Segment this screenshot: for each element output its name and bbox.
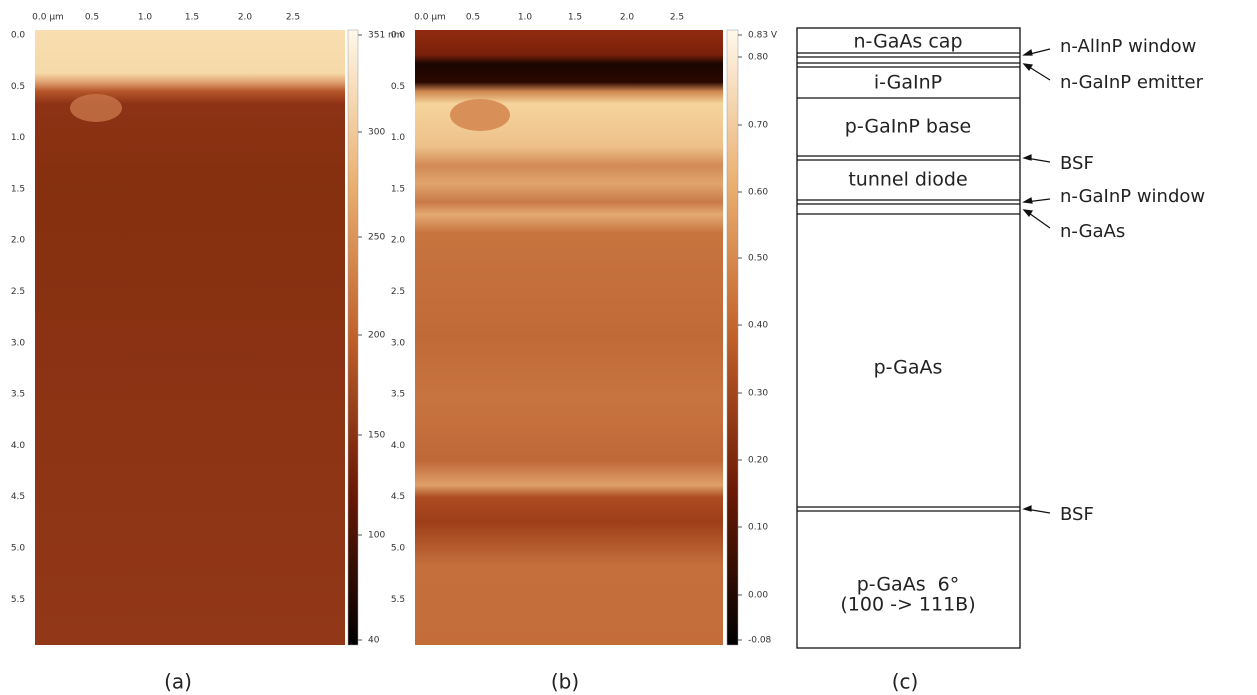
colorbar-label: 0.80 (748, 53, 768, 63)
y-tick-label: 4.5 (11, 492, 25, 502)
arrows (1022, 48, 1051, 514)
potential-map (415, 30, 723, 645)
layer-annotation: BSF (1060, 153, 1094, 174)
colorbar-label: 0.00 (748, 591, 768, 601)
colorbar-label: 250 (368, 233, 385, 243)
colorbar-label: 0.83 V (748, 31, 778, 41)
y-tick-label: 3.0 (11, 338, 26, 348)
y-tick-label: 0.5 (391, 82, 405, 92)
x-tick-label: 1.0 (138, 13, 153, 23)
panel-label: (c) (892, 670, 919, 694)
layer-annotation: n-AlInP window (1060, 36, 1196, 57)
colorbar-label: -0.08 (748, 636, 772, 646)
y-tick-label: 3.5 (11, 390, 25, 400)
x-tick-label: 1.5 (568, 13, 582, 23)
layer-label: i-GaInP (874, 72, 942, 94)
x-tick-label: 0.5 (85, 13, 99, 23)
particle (70, 94, 122, 122)
layer-label: p-GaAs (874, 357, 943, 379)
colorbar (347, 29, 359, 646)
panel-label: (a) (164, 670, 192, 694)
colorbar (726, 29, 739, 646)
x-tick-label: 1.5 (185, 13, 199, 23)
layer-annotation: n-GaInP emitter (1060, 72, 1204, 93)
y-tick-label: 0.5 (11, 82, 25, 92)
layer-annotation: n-GaInP window (1060, 186, 1205, 207)
layer-label: (100 -> 111B) (840, 594, 975, 616)
layer-label: p-GaInP base (845, 116, 971, 138)
layer-label: p-GaAs 6° (857, 574, 960, 596)
colorbar-label: 0.30 (748, 389, 768, 399)
panel-label: (b) (551, 670, 579, 694)
x-tick-label: 0.0 µm (414, 13, 446, 23)
y-tick-label: 1.5 (11, 184, 25, 194)
layer-annotation: BSF (1060, 504, 1094, 525)
x-tick-label: 0.5 (466, 13, 480, 23)
layer-annotation: n-GaAs (1060, 221, 1125, 242)
y-tick-label: 2.5 (391, 287, 405, 297)
y-tick-label: 2.0 (11, 236, 26, 246)
x-tick-label: 2.0 (620, 13, 635, 23)
colorbar-label: 100 (368, 531, 385, 541)
y-tick-label: 3.5 (391, 390, 405, 400)
y-tick-label: 1.5 (391, 184, 405, 194)
layer-stack (796, 27, 1021, 649)
y-tick-label: 5.0 (11, 544, 26, 554)
y-tick-label: 1.0 (391, 133, 406, 143)
colorbar-label: 200 (368, 331, 385, 341)
colorbar-label: 0.20 (748, 456, 768, 466)
x-tick-label: 0.0 µm (32, 13, 64, 23)
colorbar-label: 40 (368, 636, 380, 646)
y-tick-label: 5.0 (391, 544, 406, 554)
y-tick-label: 4.0 (11, 441, 26, 451)
x-tick-label: 2.5 (286, 13, 300, 23)
particle (450, 99, 510, 131)
y-tick-label: 4.5 (391, 492, 405, 502)
x-tick-label: 2.5 (670, 13, 684, 23)
colorbar-label: 300 (368, 128, 385, 138)
colorbar-label: 150 (368, 431, 385, 441)
colorbar-label: 0.60 (748, 188, 768, 198)
y-tick-label: 4.0 (391, 441, 406, 451)
colorbar-label: 0.70 (748, 121, 768, 131)
colorbar-label: 351 nm (368, 31, 403, 41)
colorbar-label: 0.40 (748, 321, 768, 331)
x-tick-label: 2.0 (238, 13, 253, 23)
y-tick-label: 1.0 (11, 133, 26, 143)
y-tick-label: 3.0 (391, 338, 406, 348)
y-tick-label: 5.5 (11, 595, 25, 605)
y-tick-label: 0.0 (11, 31, 26, 41)
y-tick-label: 2.0 (391, 236, 406, 246)
colorbar-label: 0.10 (748, 523, 768, 533)
colorbar-label: 0.50 (748, 254, 768, 264)
y-tick-label: 2.5 (11, 287, 25, 297)
height-map (35, 30, 345, 645)
layer-label: tunnel diode (848, 169, 967, 191)
x-tick-label: 1.0 (518, 13, 533, 23)
y-tick-label: 0.0 (391, 31, 406, 41)
y-tick-label: 5.5 (391, 595, 405, 605)
layer-label: n-GaAs cap (853, 31, 962, 53)
